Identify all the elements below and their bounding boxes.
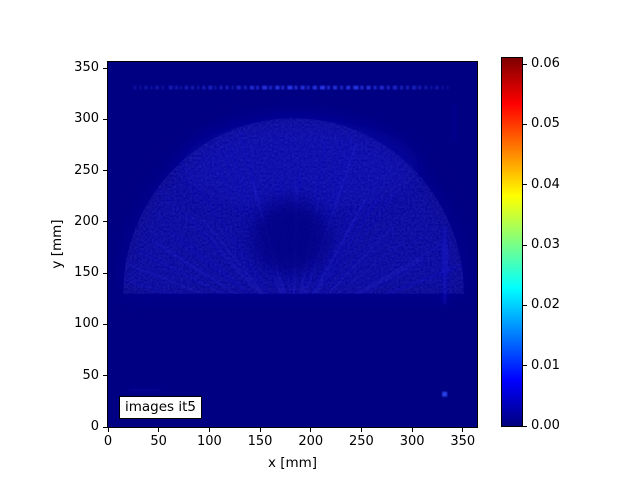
colorbar-tick-mark: [523, 63, 527, 65]
colorbar-tick-label: 0.01: [531, 357, 560, 373]
edge-streaks: [128, 104, 456, 392]
central-void: [251, 198, 330, 277]
x-axis-label: x [mm]: [267, 455, 318, 471]
colorbar-tick-label: 0.04: [531, 176, 560, 192]
colorbar-tick-label: 0.02: [531, 297, 560, 313]
colorbar-tick-label: 0.03: [531, 237, 560, 253]
x-tick-mark: [462, 428, 464, 432]
y-tick-label: 100: [74, 316, 99, 332]
x-tick-mark: [259, 428, 261, 432]
y-tick-label: 150: [74, 265, 99, 281]
x-tick-mark: [107, 428, 109, 432]
y-tick-mark: [103, 170, 107, 172]
colorbar-tick-mark: [523, 184, 527, 186]
y-tick-label: 250: [74, 162, 99, 178]
colorbar-tick-mark: [523, 244, 527, 246]
y-tick-label: 350: [74, 60, 99, 76]
y-tick-label: 300: [74, 111, 99, 127]
x-tick-label: 100: [196, 434, 222, 449]
y-tick-label: 200: [74, 213, 99, 229]
x-tick-label: 300: [399, 434, 425, 449]
x-tick-mark: [310, 428, 312, 432]
colorbar-gradient: [502, 58, 522, 426]
colorbar-tick-label: 0.00: [531, 418, 560, 433]
heatmap-svg: [108, 62, 477, 427]
plot-area: images it5: [107, 61, 478, 428]
colorbar-tick-mark: [523, 365, 527, 367]
y-tick-mark: [103, 118, 107, 120]
y-tick-mark: [103, 221, 107, 223]
y-tick-label: 0: [90, 419, 99, 434]
x-tick-label: 200: [298, 434, 324, 449]
sensor-line: [133, 85, 449, 90]
colorbar-tick-mark: [523, 425, 527, 427]
annotation-text: images it5: [125, 399, 197, 415]
x-tick-mark: [208, 428, 210, 432]
x-tick-label: 350: [450, 434, 476, 449]
colorbar-tick-mark: [523, 304, 527, 306]
colorbar-tick-mark: [523, 123, 527, 125]
y-tick-mark: [103, 67, 107, 69]
x-tick-label: 50: [150, 434, 167, 449]
heatmap-image: [108, 62, 477, 427]
annotation-box: images it5: [119, 396, 203, 420]
y-tick-mark: [103, 272, 107, 274]
x-tick-label: 0: [103, 434, 113, 449]
y-tick-mark: [103, 426, 107, 428]
colorbar: [501, 57, 523, 427]
x-tick-mark: [411, 428, 413, 432]
colorbar-tick-label: 0.06: [531, 56, 560, 72]
x-tick-mark: [360, 428, 362, 432]
y-tick-mark: [103, 323, 107, 325]
y-tick-mark: [103, 375, 107, 377]
x-tick-label: 150: [247, 434, 273, 449]
y-tick-label: 50: [82, 367, 99, 383]
x-tick-mark: [158, 428, 160, 432]
x-tick-label: 250: [349, 434, 374, 449]
colorbar-tick-label: 0.05: [531, 116, 560, 132]
bright-spot: [442, 391, 448, 397]
